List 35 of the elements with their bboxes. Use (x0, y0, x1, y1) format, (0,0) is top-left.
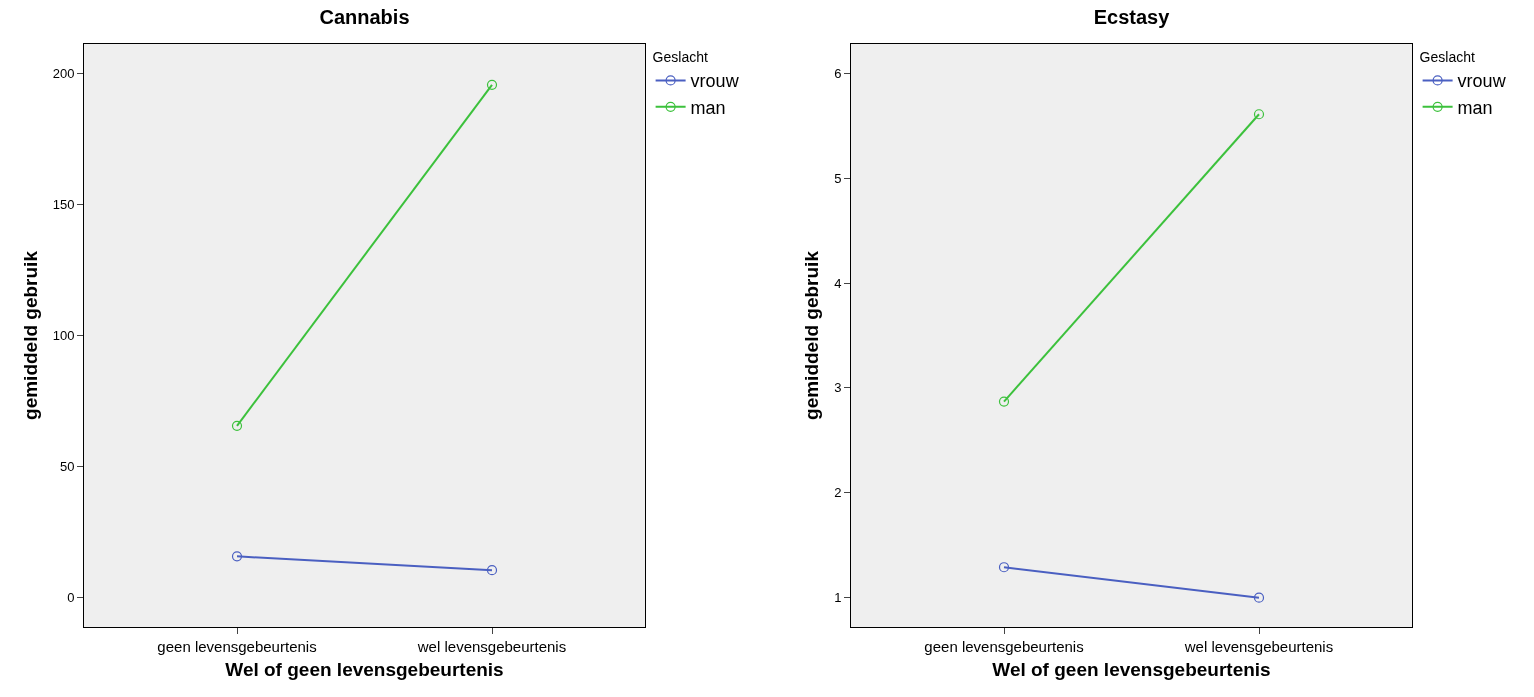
point (231, 420, 243, 431)
point (486, 565, 498, 576)
legend-title: Geslacht (1419, 49, 1475, 66)
y-tick-label: 200 (52, 66, 75, 82)
y-tick-label: 0 (67, 589, 75, 605)
point (1253, 109, 1265, 120)
y-axis-title: gemiddeld gebruik (19, 250, 41, 420)
x-tick-label: wel levensgebeurtenis (416, 638, 567, 655)
legend-label: vrouw (1457, 71, 1507, 92)
y-tick-label: 50 (59, 458, 75, 474)
x-tick-label: wel levensgebeurtenis (1183, 638, 1334, 655)
chart-title: Cannabis (319, 6, 410, 29)
y-tick-label: 6 (834, 65, 842, 81)
legend-label: man (690, 97, 726, 118)
y-tick-label: 3 (834, 380, 842, 396)
x-axis-title: Wel of geen levensgebeurtenis (992, 658, 1271, 680)
x-tick-label: geen levensgebeurtenis (157, 638, 317, 655)
legend-label: man (1457, 97, 1493, 118)
x-tick-label: geen levensgebeurtenis (924, 638, 1084, 655)
point (998, 562, 1010, 573)
y-tick-label: 1 (834, 590, 842, 606)
x-axis-title: Wel of geen levensgebeurtenis (225, 658, 504, 680)
y-tick-label: 100 (52, 328, 75, 344)
point (1253, 592, 1265, 603)
point (998, 396, 1010, 407)
point (486, 79, 498, 90)
y-tick-label: 5 (834, 170, 842, 186)
y-tick-label: 4 (834, 275, 842, 291)
point (231, 551, 243, 562)
y-axis-title: gemiddeld gebruik (801, 250, 823, 420)
legend-title: Geslacht (652, 49, 708, 66)
legend-label: vrouw (690, 71, 740, 92)
y-tick-label: 2 (834, 485, 842, 501)
y-tick-label: 150 (52, 197, 75, 213)
chart-title: Ecstasy (1093, 6, 1171, 29)
